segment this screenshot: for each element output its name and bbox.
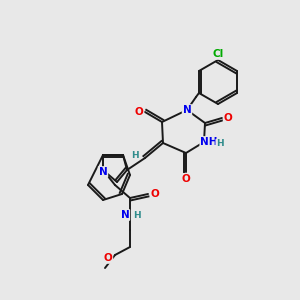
Text: H: H	[131, 151, 139, 160]
Text: O: O	[182, 174, 190, 184]
Text: N: N	[183, 105, 191, 115]
Text: H: H	[133, 212, 141, 220]
Text: NH: NH	[200, 137, 218, 147]
Text: N: N	[121, 210, 129, 220]
Text: O: O	[224, 113, 232, 123]
Text: H: H	[216, 140, 224, 148]
Text: N: N	[99, 167, 107, 177]
Text: Cl: Cl	[212, 49, 224, 59]
Text: O: O	[135, 107, 143, 117]
Text: O: O	[103, 253, 112, 263]
Text: O: O	[151, 189, 159, 199]
